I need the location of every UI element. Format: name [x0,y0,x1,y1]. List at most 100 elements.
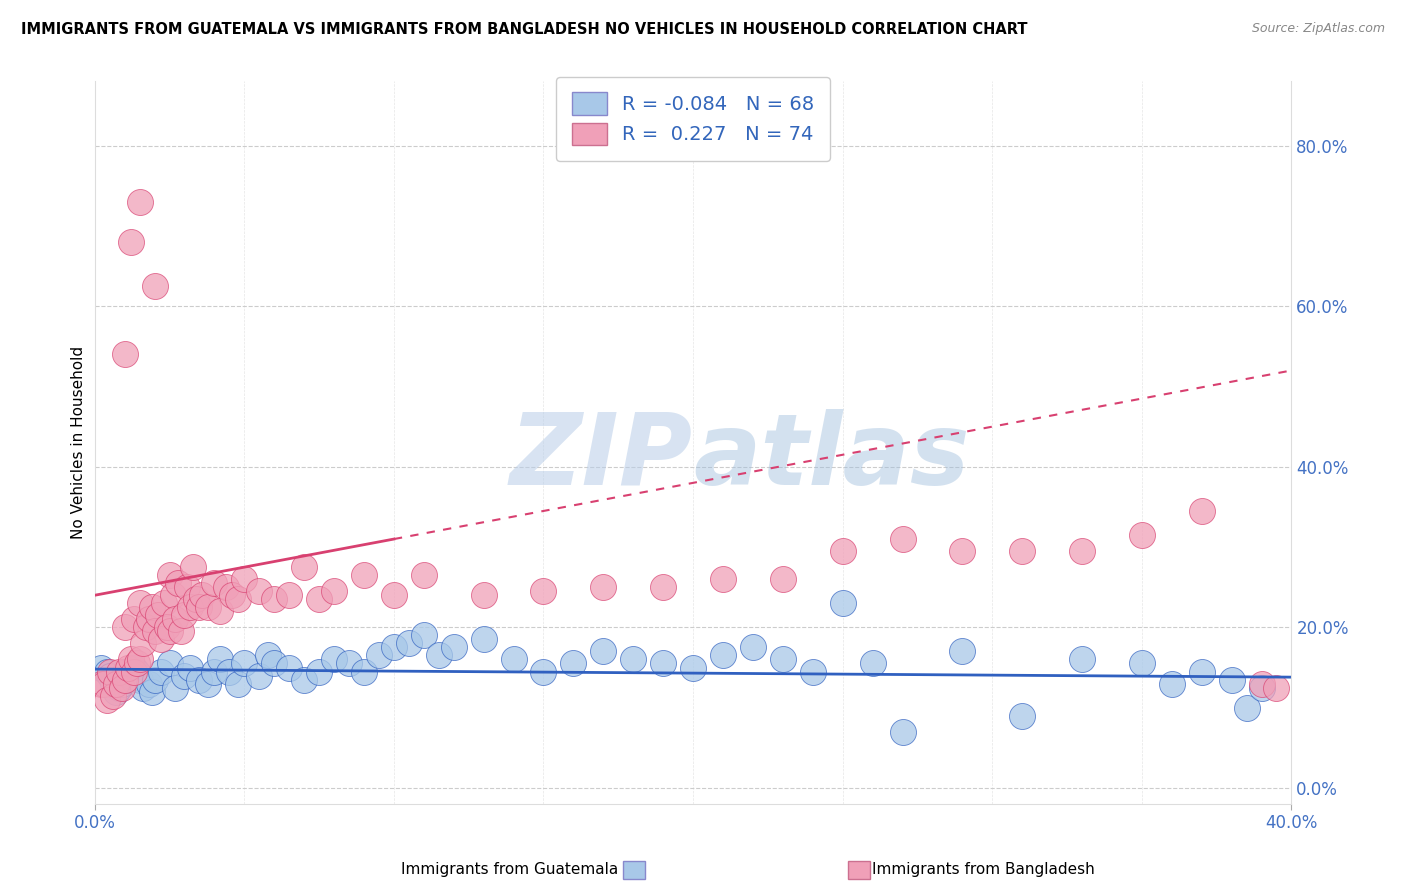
Point [138,612,160,626]
Point [149,665,172,679]
Point [891,724,914,739]
Point [1071,652,1094,666]
Point [159,568,181,582]
Text: Immigrants from Guatemala: Immigrants from Guatemala [401,863,619,877]
Point [1250,681,1272,695]
Point [621,652,644,666]
Point [107,681,129,695]
Point [228,676,250,690]
Point [173,668,195,682]
Point [141,684,163,698]
Point [263,657,285,671]
Point [502,652,524,666]
Point [111,681,134,695]
Point [592,644,614,658]
Point [233,572,256,586]
Point [278,660,301,674]
Point [173,608,195,623]
Point [107,665,129,679]
Point [398,636,420,650]
Point [122,660,145,674]
Point [533,665,555,679]
Point [179,600,201,615]
Point [96,692,118,706]
Point [472,632,495,647]
Point [90,660,112,674]
Point [427,648,450,663]
Point [117,673,139,687]
Point [831,544,853,558]
Y-axis label: No Vehicles in Household: No Vehicles in Household [72,346,86,540]
Point [93,676,115,690]
Point [1130,528,1153,542]
Point [353,568,375,582]
Point [292,673,315,687]
Point [170,624,193,639]
Point [141,600,163,615]
Text: IMMIGRANTS FROM GUATEMALA VS IMMIGRANTS FROM BANGLADESH NO VEHICLES IN HOUSEHOLD: IMMIGRANTS FROM GUATEMALA VS IMMIGRANTS … [21,22,1028,37]
Point [183,560,205,574]
Point [221,588,243,602]
Point [353,665,375,679]
Point [122,612,145,626]
Point [233,657,256,671]
Point [412,568,434,582]
Point [209,652,232,666]
Point [188,600,211,615]
Point [652,580,675,594]
Point [155,620,177,634]
Legend: R = -0.084   N = 68, R =  0.227   N = 74: R = -0.084 N = 68, R = 0.227 N = 74 [557,77,830,161]
Point [165,612,187,626]
Point [143,279,166,293]
Point [162,588,184,602]
Point [202,665,225,679]
Point [125,657,148,671]
Point [186,592,208,607]
Point [114,673,136,687]
Point [263,592,285,607]
Point [167,576,190,591]
Point [104,676,127,690]
Point [128,194,150,209]
Point [801,665,824,679]
Point [950,644,973,658]
Point [131,681,153,695]
Point [114,347,136,361]
Point [165,681,187,695]
Point [862,657,884,671]
Point [292,560,315,574]
Point [443,640,465,655]
Point [278,588,301,602]
Point [101,689,124,703]
Point [120,652,142,666]
Point [111,676,134,690]
Point [1220,673,1243,687]
Point [1011,708,1033,723]
Point [138,676,160,690]
Point [891,532,914,546]
Point [135,620,157,634]
Point [382,640,405,655]
Point [209,604,232,618]
Point [114,665,136,679]
Point [90,676,112,690]
Text: atlas: atlas [693,409,970,506]
Text: ZIP: ZIP [510,409,693,506]
Point [368,648,391,663]
Point [562,657,585,671]
Point [323,652,346,666]
Point [96,665,118,679]
Point [125,665,148,679]
Text: Source: ZipAtlas.com: Source: ZipAtlas.com [1251,22,1385,36]
Point [831,596,853,610]
Point [143,673,166,687]
Point [152,596,174,610]
Point [472,588,495,602]
Point [1265,681,1288,695]
Point [652,657,675,671]
Point [247,584,270,599]
Point [98,665,121,679]
Point [101,676,124,690]
Point [228,592,250,607]
Point [149,632,172,647]
